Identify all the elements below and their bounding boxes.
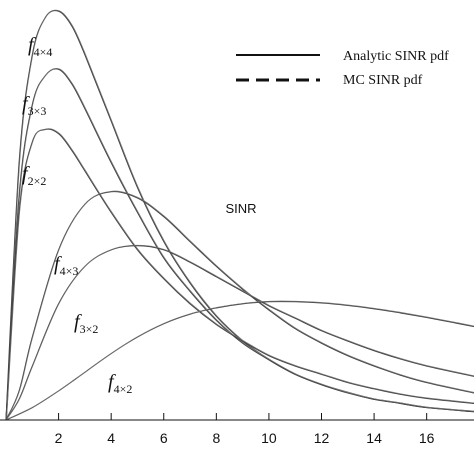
x-tick-label-8: 8	[212, 430, 220, 446]
x-tick-label-14: 14	[366, 430, 382, 446]
series-f3x3-mc-line	[6, 68, 474, 420]
x-tick-label-12: 12	[314, 430, 330, 446]
series-f2x2-mc-line	[6, 128, 474, 420]
curve-label-f4x3: f4×3	[54, 253, 78, 278]
curve-label-f2x2: f2×2	[22, 163, 46, 188]
series-f4x3-mc-line	[6, 190, 474, 420]
curve-labels-layer: f4×4 f3×3 f2×2 f4×3 f3×2 f4×2	[22, 34, 132, 396]
axes-layer: 2 4 6 8 10 12 14 16	[0, 413, 474, 446]
legend-item-analytic: Analytic SINR pdf	[343, 49, 449, 64]
curve-label-f4x4: f4×4	[28, 34, 52, 59]
legend: Analytic SINR pdf MC SINR pdf	[236, 49, 449, 88]
x-tick-label-10: 10	[261, 430, 277, 446]
series-f4x3-analytic-line	[5, 190, 474, 421]
x-tick-label-4: 4	[107, 430, 115, 446]
series-f4x2-mc-line	[6, 300, 474, 420]
x-tick-label-2: 2	[55, 430, 63, 446]
x-tick-label-6: 6	[160, 430, 168, 446]
curve-label-f3x3: f3×3	[22, 93, 46, 118]
x-axis-title: SINR	[225, 201, 256, 216]
series-f2x2-analytic-line	[5, 128, 474, 421]
series-f3x2-mc-line	[6, 244, 474, 420]
legend-item-mc: MC SINR pdf	[343, 73, 423, 88]
x-tick-label-16: 16	[419, 430, 435, 446]
curve-label-f4x2: f4×2	[108, 371, 132, 396]
curve-label-f3x2: f3×2	[74, 311, 98, 336]
series-f3x3-analytic-line	[5, 68, 474, 421]
curves-layer	[5, 9, 474, 421]
